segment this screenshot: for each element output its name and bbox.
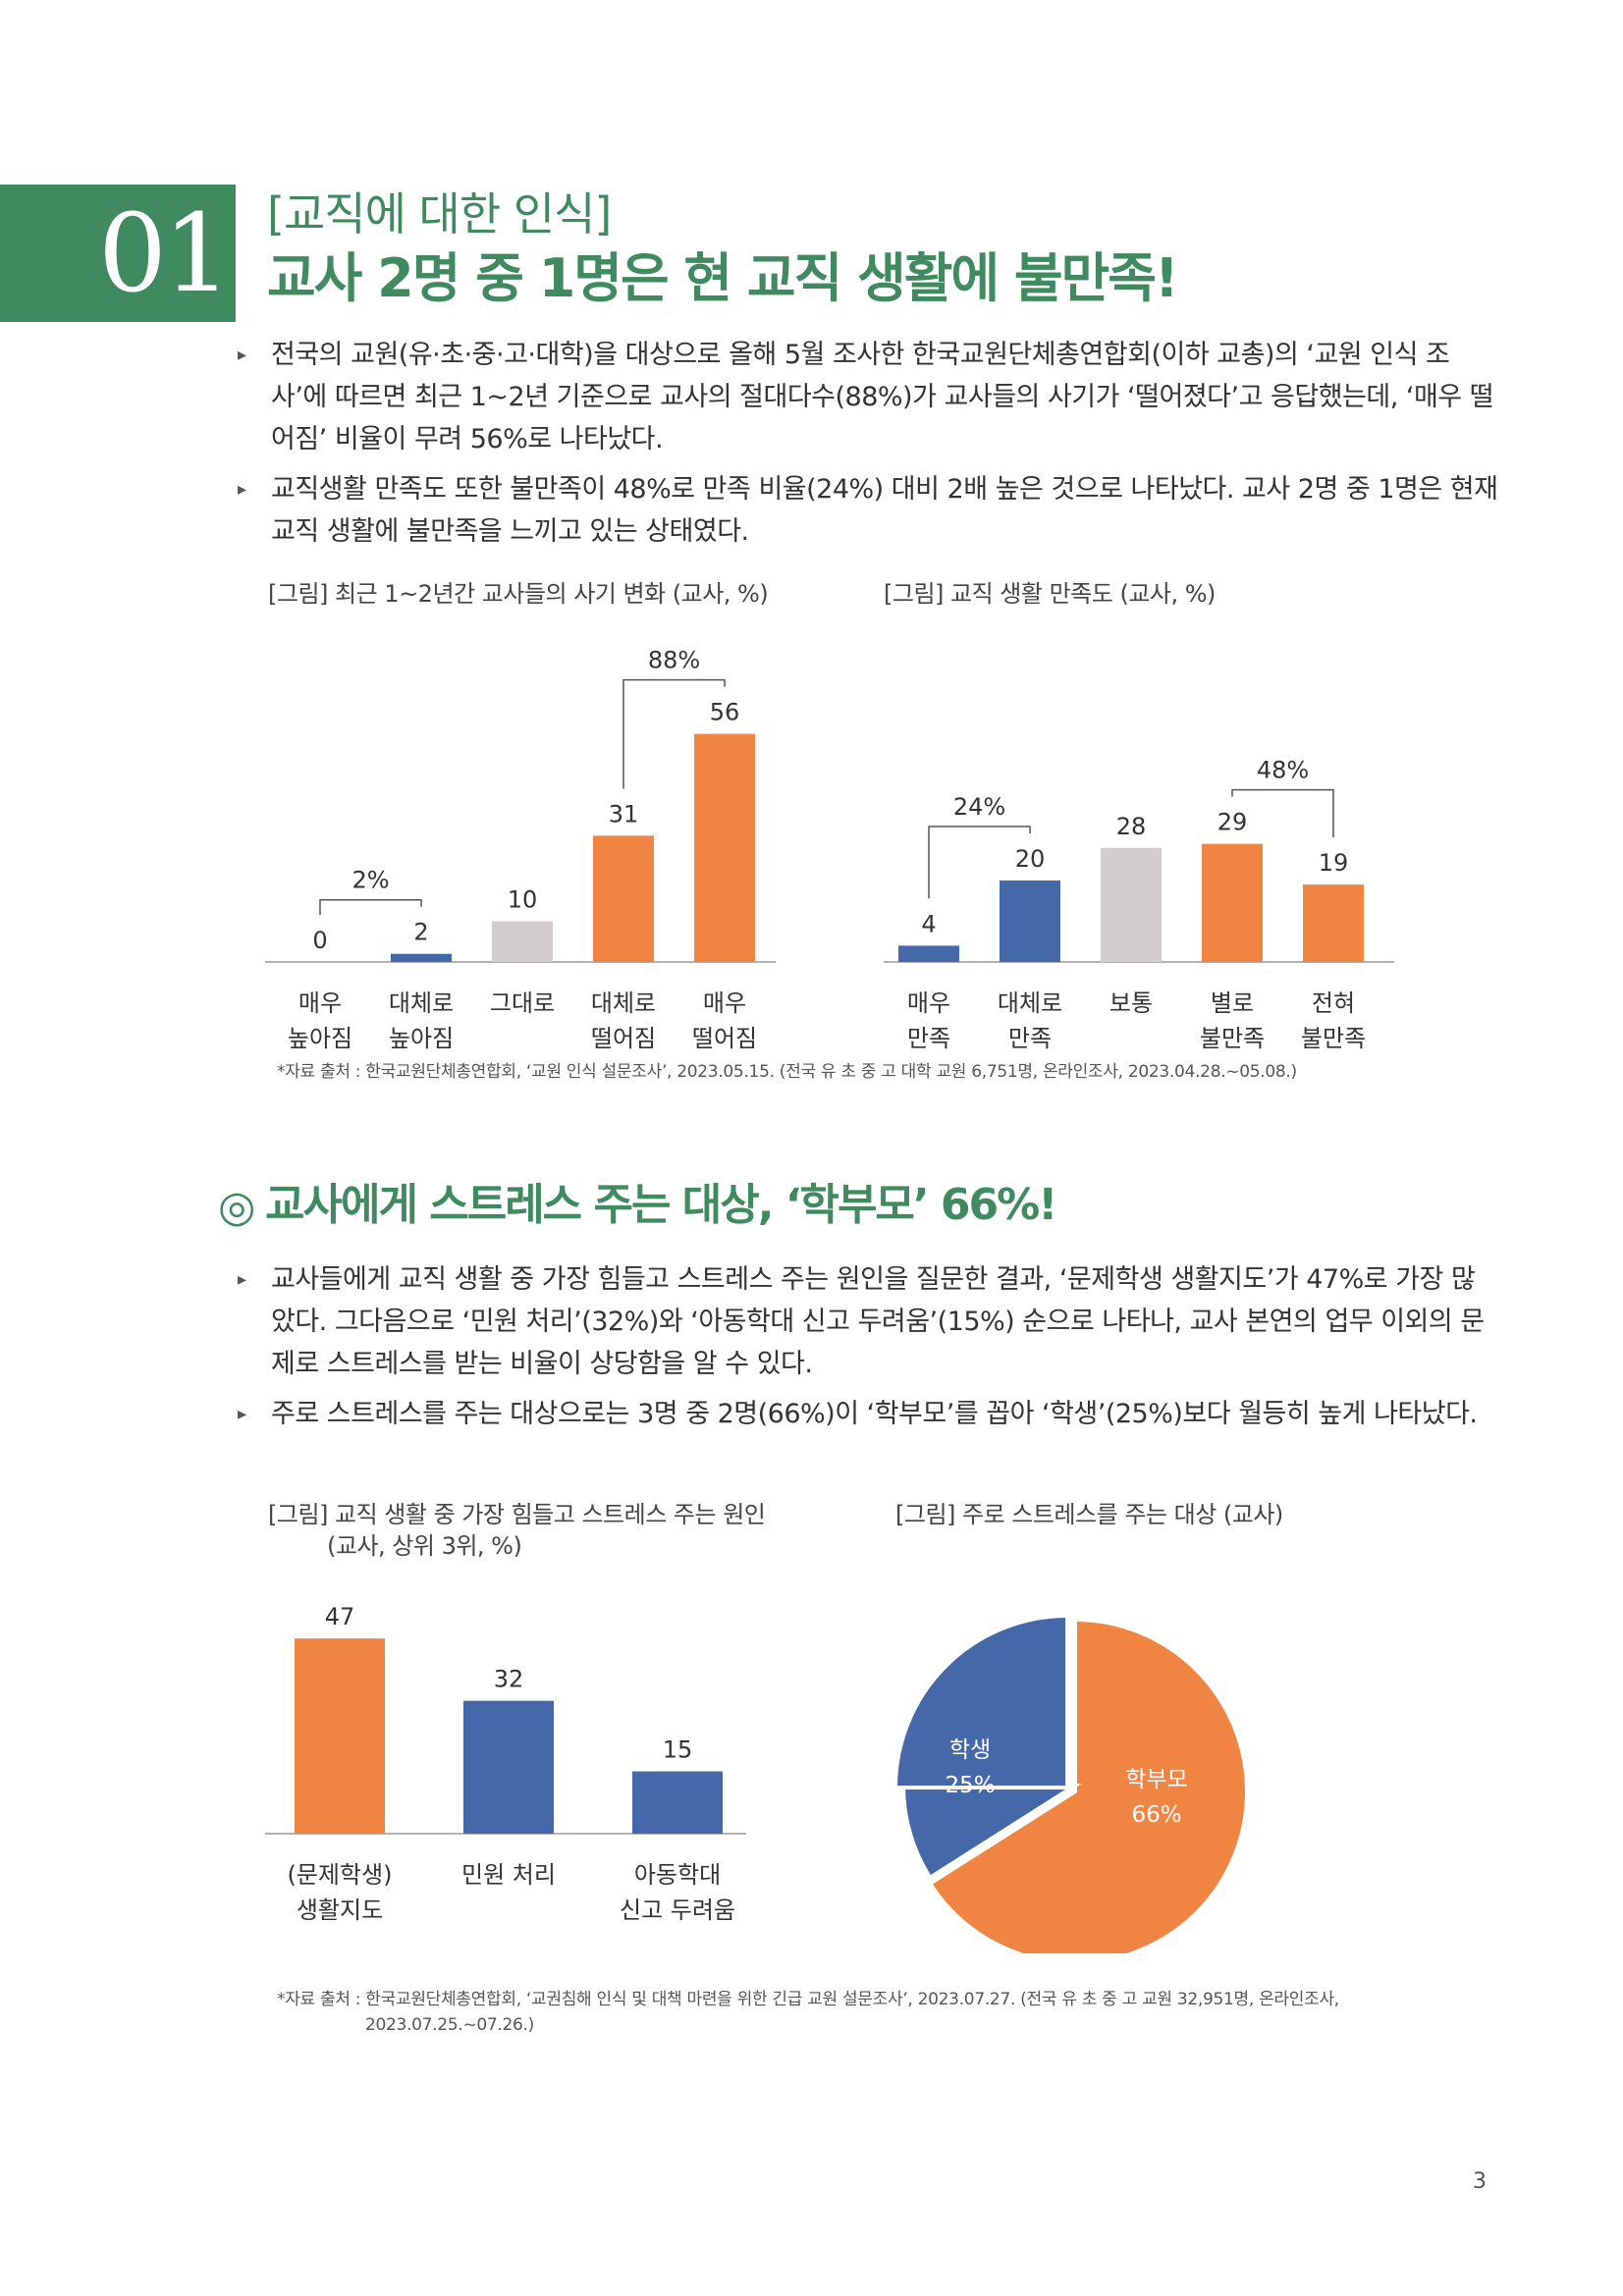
bracket-label: 24% [953, 793, 1005, 821]
pie-slice [893, 1613, 1069, 1789]
bar [391, 953, 452, 962]
pie-slice [927, 1617, 1249, 1953]
category-label: 떨어짐 [692, 1025, 757, 1050]
figure-caption-morale: [그림] 최근 1~2년간 교사들의 사기 변화 (교사, %) [268, 580, 769, 608]
bar [632, 1771, 723, 1834]
category-label: 대체로 [998, 989, 1062, 1017]
category-label: 불만족 [1301, 1025, 1366, 1050]
bar-value-label: 47 [325, 1603, 355, 1630]
section2-title: 교사에게 스트레스 주는 대상, ‘학부모’ 66%! [265, 1180, 1057, 1230]
category-label: 높아짐 [389, 1025, 454, 1050]
pie-slice-label: 학부모 [1125, 1767, 1187, 1792]
category-label: 전혀 [1312, 989, 1355, 1017]
bullet-item: 전국의 교원(유·초·중·고·대학)을 대상으로 올해 5월 조사한 한국교원단… [232, 334, 1498, 460]
category-label: 불만족 [1200, 1025, 1265, 1050]
figure-caption-satisfaction: [그림] 교직 생활 만족도 (교사, %) [884, 580, 1216, 608]
page-headline: 교사 2명 중 1명은 현 교직 생활에 불만족! [267, 247, 1179, 309]
bullet-item: 주로 스트레스를 주는 대상으로는 3명 중 2명(66%)이 ‘학부모’를 꼽… [232, 1393, 1498, 1435]
source-note-2: *자료 출처 : 한국교원단체총연합회, ‘교권침해 인식 및 대책 마련을 위… [277, 1990, 1339, 2009]
bar [295, 1638, 385, 1834]
category-label: 신고 두려움 [620, 1896, 735, 1924]
section-kicker: [교직에 대한 인식] [267, 187, 612, 240]
bar [1303, 884, 1364, 962]
category-label: 대체로 [591, 989, 656, 1017]
bar [1000, 881, 1060, 962]
bar [593, 835, 654, 962]
bar-value-label: 19 [1319, 849, 1349, 877]
bar-value-label: 4 [921, 910, 936, 937]
bar-value-label: 28 [1116, 813, 1147, 840]
category-label: 민원 처리 [461, 1861, 556, 1889]
bracket-label: 88% [648, 647, 700, 674]
section-number: 01 [98, 190, 232, 316]
pie-slice-value: 66% [1131, 1802, 1181, 1828]
bar [463, 1700, 554, 1834]
bar [492, 921, 553, 962]
category-label: 별로 [1211, 989, 1254, 1017]
source-note-2-cont: 2023.07.25.~07.26.) [365, 2015, 534, 2035]
section1-bullets: 전국의 교원(유·초·중·고·대학)을 대상으로 올해 5월 조사한 한국교원단… [232, 334, 1498, 561]
bar-value-label: 15 [663, 1736, 693, 1764]
bracket-label: 2% [352, 867, 389, 894]
bullet-item: 교직생활 만족도 또한 불만족이 48%로 만족 비율(24%) 대비 2배 높… [232, 468, 1498, 553]
bullet-item: 교사들에게 교직 생활 중 가장 힘들고 스트레스 주는 원인을 질문한 결과,… [232, 1258, 1498, 1385]
bar-value-label: 32 [494, 1666, 524, 1693]
category-label: 만족 [907, 1025, 950, 1050]
figure-caption-stress-cause: [그림] 교직 생활 중 가장 힘들고 스트레스 주는 원인 [268, 1501, 766, 1528]
bar [1101, 847, 1162, 962]
pie-slice-value: 25% [945, 1773, 995, 1798]
category-label: 그대로 [490, 989, 555, 1017]
section-mark: ◎ [218, 1182, 256, 1232]
category-label: 생활지도 [297, 1896, 383, 1924]
category-label: 떨어짐 [591, 1025, 656, 1050]
category-label: 보통 [1109, 989, 1153, 1017]
bar-value-label: 2 [413, 919, 428, 946]
category-label: 매우 [298, 989, 342, 1017]
bar [1202, 843, 1263, 962]
category-label: (문제학생) [287, 1861, 392, 1889]
bracket-line [1231, 788, 1334, 838]
section-number-badge [0, 185, 236, 322]
bar-value-label: 10 [508, 886, 538, 914]
section2-bullets: 교사들에게 교직 생활 중 가장 힘들고 스트레스 주는 원인을 질문한 결과,… [232, 1258, 1498, 1443]
bar [898, 945, 959, 962]
source-note-1: *자료 출처 : 한국교원단체총연합회, ‘교원 인식 설문조사’, 2023.… [277, 1062, 1297, 1082]
category-label: 매우 [907, 989, 950, 1017]
pie-slice-label: 학생 [949, 1737, 991, 1763]
category-label: 아동학대 [634, 1861, 721, 1889]
page-number: 3 [1473, 2169, 1487, 2194]
bar-value-label: 31 [609, 800, 639, 828]
category-label: 만족 [1008, 1025, 1052, 1050]
category-label: 매우 [703, 989, 746, 1017]
category-label: 대체로 [389, 989, 454, 1017]
bracket-label: 48% [1257, 757, 1309, 784]
bar-value-label: 20 [1015, 845, 1046, 873]
bar-value-label: 0 [312, 927, 327, 954]
bracket-line [319, 898, 422, 915]
category-label: 높아짐 [288, 1025, 352, 1050]
figure-caption-stress-target: [그림] 주로 스트레스를 주는 대상 (교사) [895, 1501, 1283, 1528]
bar-value-label: 56 [710, 699, 740, 726]
bracket-line [622, 678, 726, 789]
bracket-line [928, 826, 1031, 899]
figure-caption-stress-cause-sub: (교사, 상위 3위, %) [327, 1532, 522, 1560]
bar [694, 733, 755, 962]
bar-value-label: 29 [1217, 809, 1248, 836]
